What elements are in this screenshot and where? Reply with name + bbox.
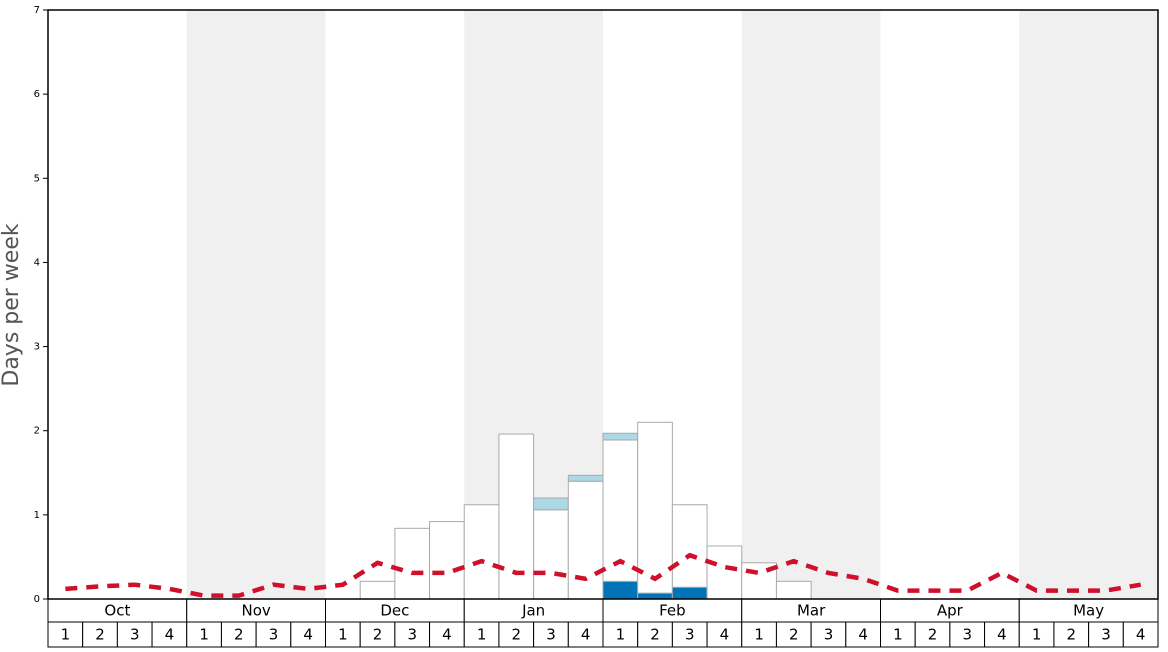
week-cell xyxy=(47,621,84,648)
month-label: Mar xyxy=(797,602,826,620)
y-tick-label: 3 xyxy=(34,342,40,353)
week-label: 1 xyxy=(754,626,764,644)
y-tick-label: 5 xyxy=(34,173,40,184)
week-cell xyxy=(220,621,257,648)
bar-segment xyxy=(671,504,708,588)
week-cell xyxy=(984,621,1020,648)
month-label: Oct xyxy=(104,602,130,620)
week-cell xyxy=(359,621,396,648)
week-label: 3 xyxy=(1101,626,1111,644)
week-label: 3 xyxy=(407,626,417,644)
bar-segment xyxy=(359,580,396,600)
bar-segment xyxy=(463,504,500,600)
y-tick-label: 0 xyxy=(34,594,40,605)
week-label: 4 xyxy=(581,626,591,644)
week-label: 3 xyxy=(546,626,556,644)
bar-segment xyxy=(533,497,569,511)
y-tick-label: 1 xyxy=(34,510,40,521)
week-label: 2 xyxy=(1067,626,1077,644)
week-cell xyxy=(1122,621,1159,648)
week-cell xyxy=(151,621,188,648)
week-label: 1 xyxy=(1032,626,1042,644)
week-cell xyxy=(880,621,916,648)
week-label: 2 xyxy=(373,626,383,644)
week-cell xyxy=(82,621,118,648)
week-label: 3 xyxy=(130,626,140,644)
y-tick-label: 4 xyxy=(34,257,40,268)
week-cell xyxy=(567,621,604,648)
week-label: 1 xyxy=(477,626,487,644)
week-label: 2 xyxy=(95,626,105,644)
bar-segment xyxy=(567,474,604,482)
week-label: 1 xyxy=(616,626,626,644)
week-label: 4 xyxy=(720,626,730,644)
week-label: 3 xyxy=(824,626,834,644)
bar-segment xyxy=(602,432,639,441)
week-label: 3 xyxy=(269,626,279,644)
y-tick-label: 7 xyxy=(34,5,40,16)
bar-segment xyxy=(533,509,569,600)
week-cell xyxy=(533,621,569,648)
week-label: 1 xyxy=(893,626,903,644)
week-label: 4 xyxy=(1136,626,1146,644)
month-label: Feb xyxy=(659,602,686,620)
week-label: 2 xyxy=(234,626,244,644)
week-cell xyxy=(637,621,673,648)
y-axis-label: Days per week xyxy=(0,223,24,386)
week-cell xyxy=(116,621,153,648)
bar-segment xyxy=(637,592,673,600)
week-cell xyxy=(845,621,881,648)
week-label: 1 xyxy=(199,626,209,644)
week-label: 4 xyxy=(858,626,868,644)
bar-segment xyxy=(637,421,673,594)
month-label: May xyxy=(1073,602,1104,620)
bar-segment xyxy=(394,527,431,600)
bar-segment xyxy=(775,580,812,600)
week-label: 4 xyxy=(442,626,452,644)
month-label: Jan xyxy=(521,602,545,620)
bar-segment xyxy=(671,586,708,600)
week-cell xyxy=(186,621,222,648)
week-cell xyxy=(949,621,986,648)
week-cell xyxy=(810,621,847,648)
month-band xyxy=(1019,10,1158,599)
month-band xyxy=(186,10,326,599)
y-tick-label: 6 xyxy=(34,89,40,100)
week-cell xyxy=(706,621,743,648)
week-cell xyxy=(775,621,812,648)
bar-segment xyxy=(429,521,465,600)
week-cell xyxy=(671,621,708,648)
week-label: 4 xyxy=(165,626,175,644)
bar-segment xyxy=(567,480,604,600)
week-label: 1 xyxy=(338,626,348,644)
month-label: Apr xyxy=(937,602,964,620)
month-label: Nov xyxy=(241,602,270,620)
week-label: 4 xyxy=(997,626,1007,644)
week-label: 2 xyxy=(928,626,938,644)
month-label: Dec xyxy=(380,602,409,620)
week-label: 2 xyxy=(512,626,522,644)
week-label: 4 xyxy=(303,626,313,644)
week-label: 1 xyxy=(61,626,71,644)
week-cell xyxy=(741,621,777,648)
week-label: 2 xyxy=(650,626,660,644)
bar-segment xyxy=(706,545,743,600)
week-cell xyxy=(325,621,361,648)
line xyxy=(65,552,1142,598)
bar-segment xyxy=(602,580,639,600)
y-tick-label: 2 xyxy=(34,426,40,437)
week-label: 2 xyxy=(789,626,799,644)
week-label: 3 xyxy=(685,626,695,644)
week-cell xyxy=(1053,621,1090,648)
week-label: 3 xyxy=(962,626,972,644)
month-band xyxy=(741,10,881,599)
plot-frame xyxy=(47,9,1159,600)
